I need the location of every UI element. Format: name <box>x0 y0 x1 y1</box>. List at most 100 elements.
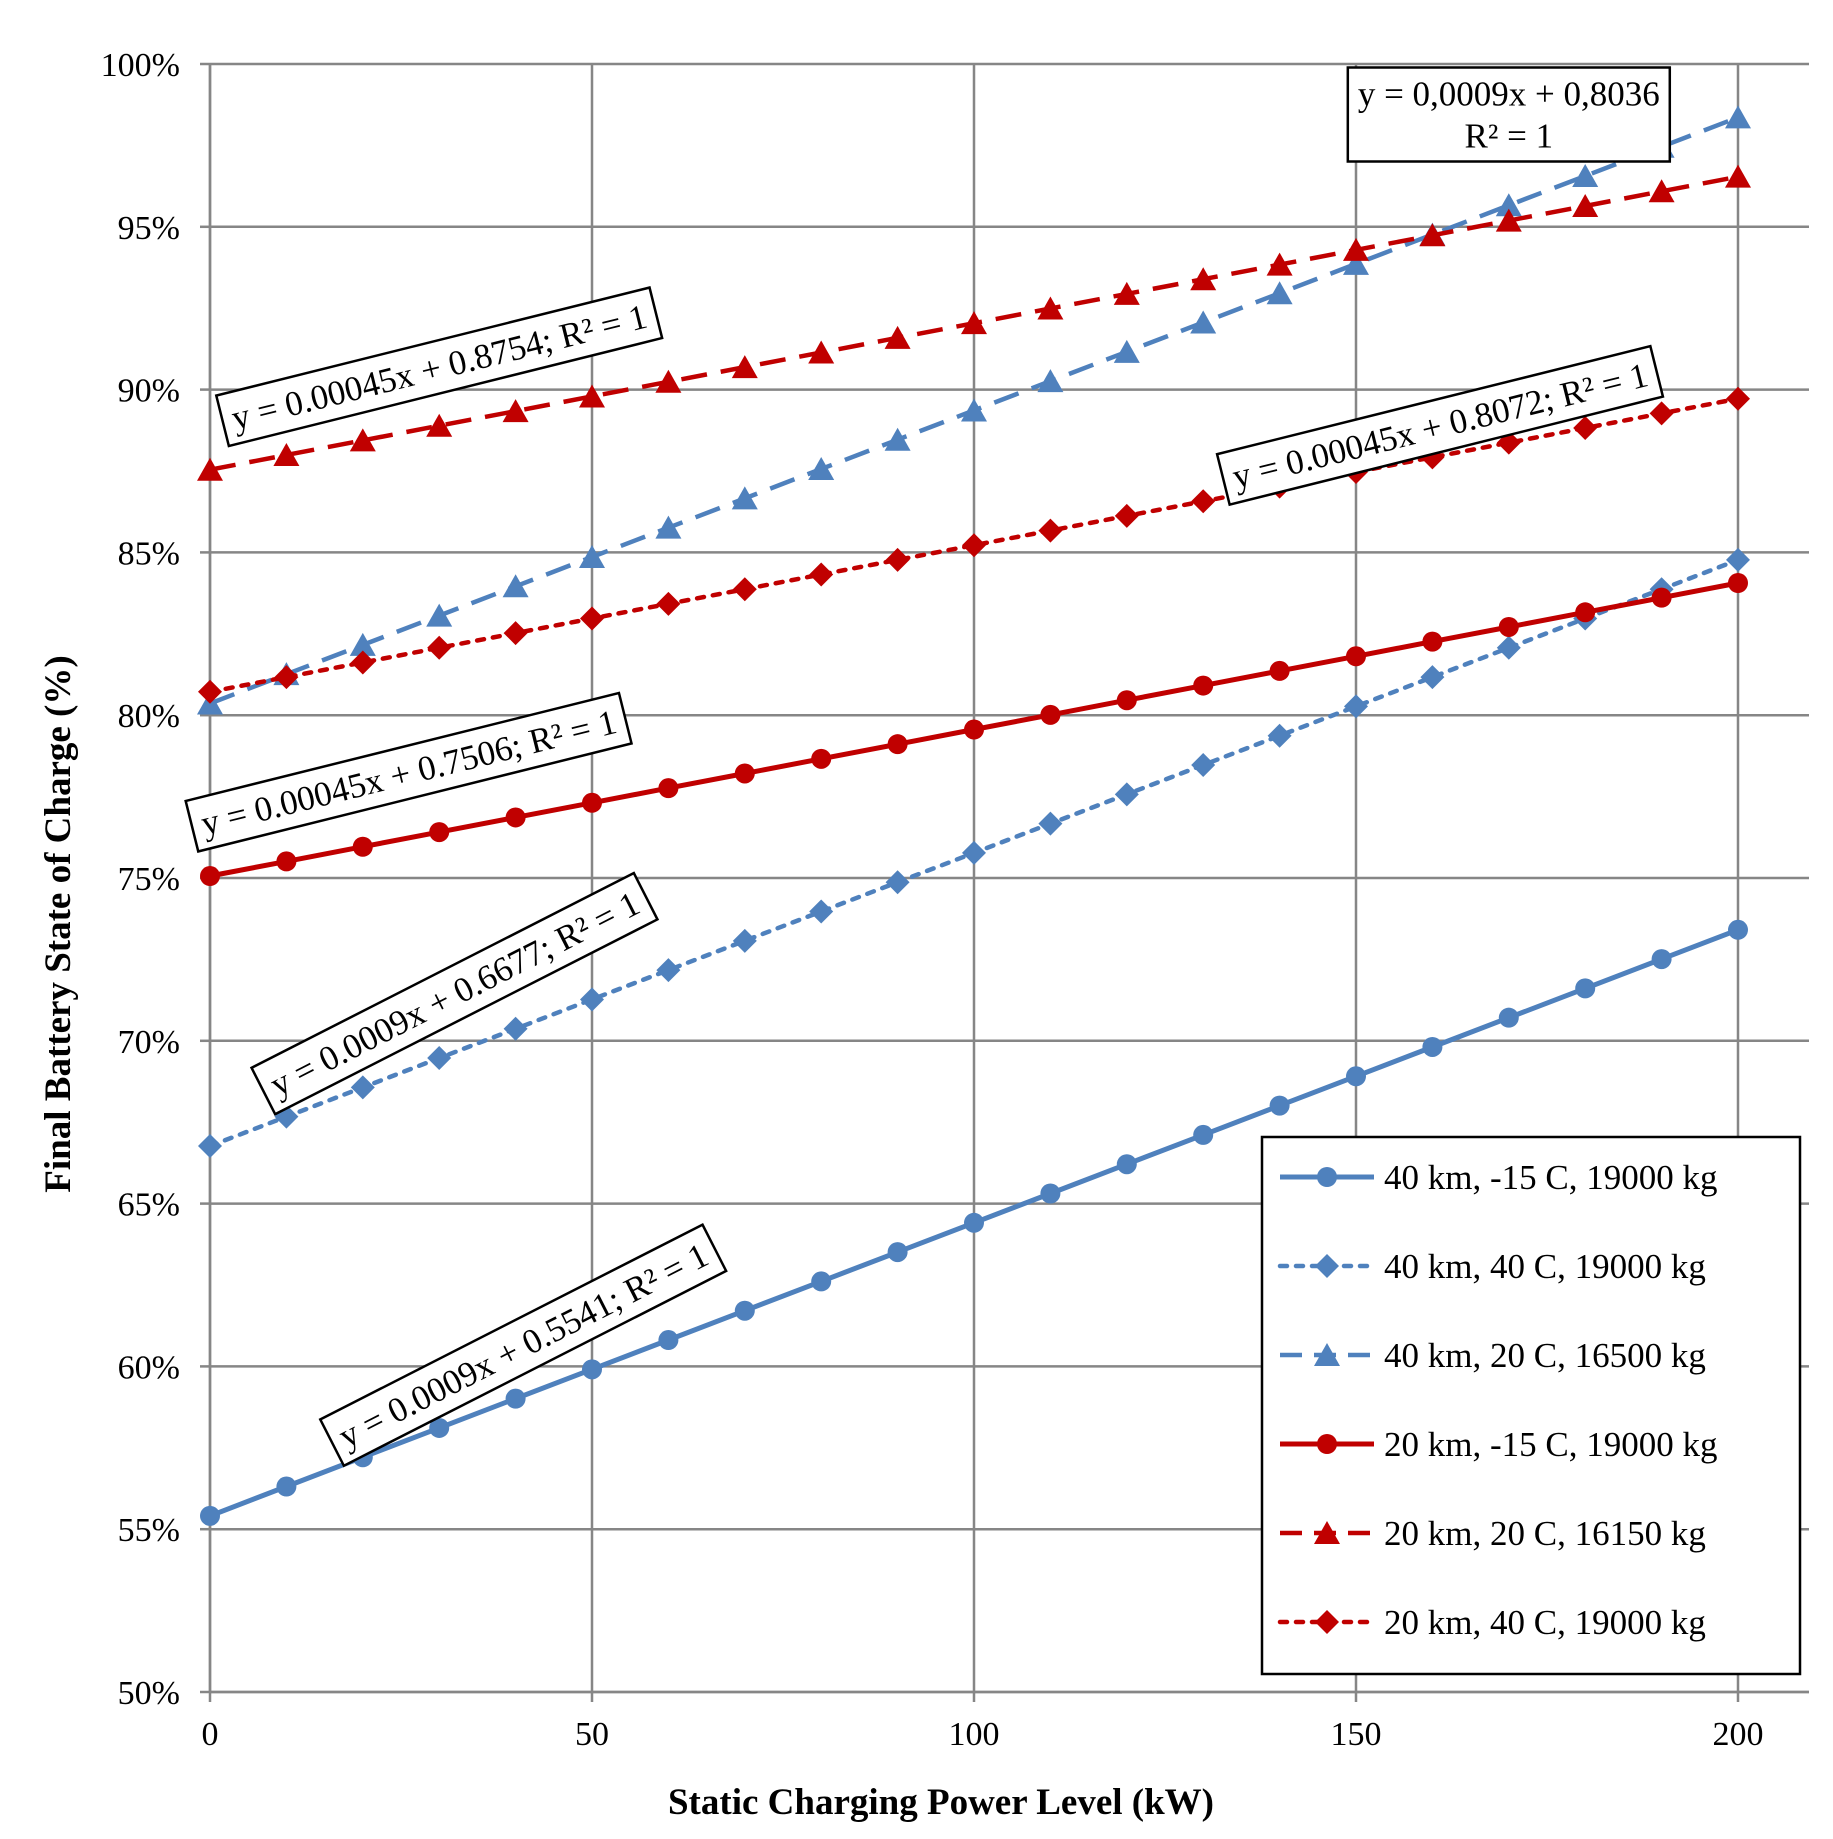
legend-swatch-marker <box>1314 1343 1340 1366</box>
series-4 <box>200 573 1748 887</box>
y-tick-label: 50% <box>118 1675 180 1712</box>
data-point <box>1419 223 1446 247</box>
data-point <box>276 851 297 872</box>
data-point <box>1651 587 1672 608</box>
data-point <box>1346 646 1366 667</box>
data-point <box>276 1476 297 1497</box>
data-point <box>1266 281 1293 305</box>
data-point <box>1422 1036 1443 1057</box>
y-tick-label: 80% <box>118 698 180 735</box>
data-point <box>1113 339 1140 363</box>
data-point <box>579 384 605 408</box>
data-point <box>350 1075 375 1100</box>
data-point <box>503 621 528 646</box>
data-point <box>582 1359 602 1380</box>
equation-box <box>214 286 664 448</box>
data-point <box>200 866 220 887</box>
data-point <box>1193 1124 1214 1145</box>
data-point <box>1191 489 1216 514</box>
data-point <box>1648 179 1675 203</box>
data-point <box>1267 723 1292 748</box>
data-point <box>732 577 757 602</box>
data-point <box>885 547 910 572</box>
data-point <box>1343 237 1369 261</box>
data-point <box>1495 193 1522 217</box>
data-point <box>1269 660 1290 681</box>
data-point <box>427 635 452 660</box>
data-point <box>1343 251 1369 275</box>
data-point <box>964 719 984 740</box>
data-point <box>1037 296 1064 320</box>
x-tick-label: 100 <box>949 1716 1000 1753</box>
y-tick-label: 65% <box>118 1187 180 1224</box>
y-tick-label: 55% <box>118 1512 180 1549</box>
data-point <box>1116 690 1137 711</box>
data-point <box>1190 267 1217 291</box>
data-point <box>1114 503 1139 528</box>
data-point <box>350 650 375 675</box>
data-point <box>962 533 986 558</box>
legend-swatch-marker <box>1317 1434 1337 1454</box>
data-point <box>1496 635 1521 660</box>
data-point <box>1728 573 1748 594</box>
data-point <box>731 355 758 379</box>
legend-label: 40 km, 20 C, 16500 kg <box>1384 1336 1706 1375</box>
data-point <box>964 1212 984 1233</box>
data-point <box>349 428 376 452</box>
data-point <box>658 778 679 799</box>
legend-label: 40 km, -15 C, 19000 kg <box>1384 1158 1717 1197</box>
data-point <box>274 665 299 690</box>
data-point <box>426 603 453 627</box>
data-point <box>811 1271 832 1292</box>
data-point <box>811 748 832 769</box>
data-point <box>580 606 604 631</box>
data-point <box>349 632 376 656</box>
equation-box <box>1346 66 1672 163</box>
legend-item: 40 km, -15 C, 19000 kg <box>1280 1158 1717 1197</box>
data-point <box>809 562 834 587</box>
data-point <box>1573 416 1598 441</box>
data-point <box>1726 547 1750 572</box>
data-point <box>961 311 987 335</box>
data-point <box>887 1242 908 1263</box>
data-point <box>809 899 834 924</box>
tick-labels: 50% 55% 60% 65% 70% 75% 80% 85% 90% 95% 100% 0 50 100… <box>101 47 1764 1753</box>
data-point <box>1728 919 1748 940</box>
data-point <box>352 836 373 857</box>
data-point <box>197 457 223 481</box>
data-point <box>1269 1095 1290 1116</box>
data-point <box>1116 1154 1137 1175</box>
data-point <box>1193 675 1214 696</box>
data-point <box>198 1133 222 1158</box>
y-tick-label: 70% <box>118 1024 180 1061</box>
data-point <box>1114 782 1139 807</box>
data-point <box>1726 386 1750 411</box>
legend: 40 km, -15 C, 19000 kg 40 km, 40 C, 19000… <box>1260 1135 1802 1676</box>
series-group <box>197 105 1751 1526</box>
data-point <box>579 544 605 568</box>
data-point <box>200 1505 220 1526</box>
data-point <box>1420 665 1445 690</box>
legend-label: 40 km, 40 C, 19000 kg <box>1384 1247 1706 1286</box>
data-point <box>887 734 908 755</box>
data-point <box>426 413 453 437</box>
x-tick-label: 200 <box>1713 1716 1764 1753</box>
data-point <box>1038 811 1063 836</box>
data-point <box>732 928 757 953</box>
legend-box <box>1260 1135 1802 1676</box>
legend-item: 20 km, -15 C, 19000 kg <box>1280 1425 1717 1464</box>
data-point <box>656 958 681 983</box>
data-point <box>962 840 986 865</box>
data-point <box>1575 602 1596 623</box>
data-point <box>1266 252 1293 276</box>
equation-box <box>1215 344 1665 507</box>
y-tick-label: 85% <box>118 535 180 572</box>
data-point <box>808 457 835 481</box>
data-point <box>505 807 526 828</box>
equation-text: y = 0,0009x + 0,8036 <box>1358 75 1660 114</box>
data-point <box>808 340 835 364</box>
legend-label: 20 km, 20 C, 16150 kg <box>1384 1514 1706 1553</box>
equation-box <box>184 691 634 853</box>
y-tick-label: 95% <box>118 210 180 247</box>
